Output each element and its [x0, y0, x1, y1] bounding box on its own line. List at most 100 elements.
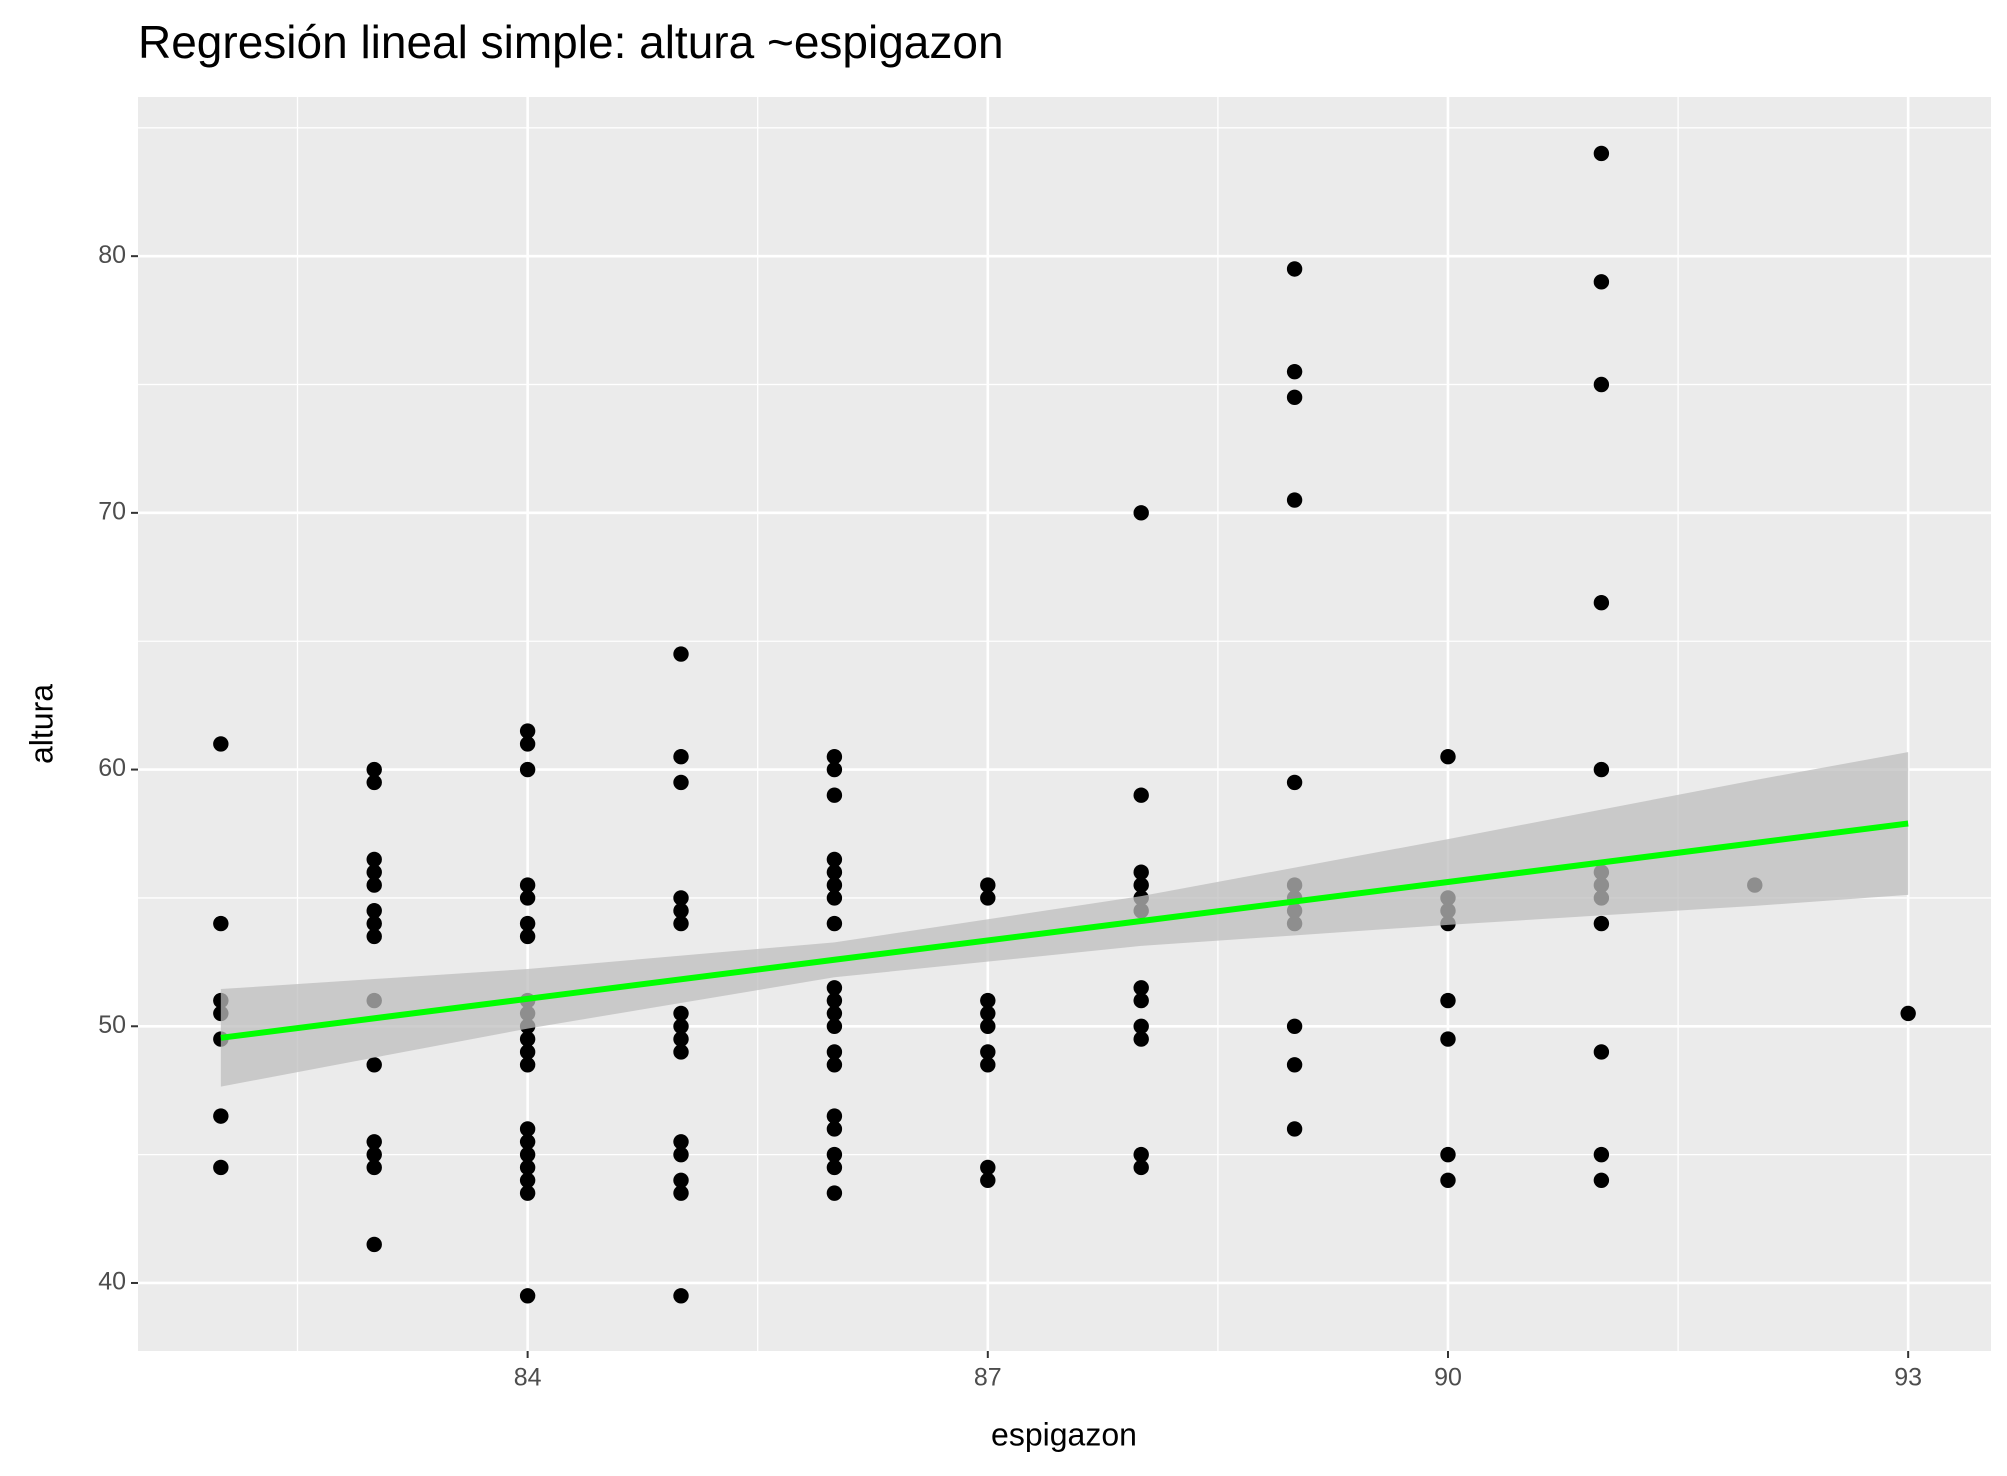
- chart-title: Regresión lineal simple: altura ~espigaz…: [138, 16, 1004, 68]
- point: [1900, 1005, 1916, 1022]
- point: [519, 1031, 536, 1047]
- y-tick-label: 60: [98, 754, 126, 782]
- point: [1286, 1121, 1303, 1137]
- point: [980, 1172, 996, 1188]
- point: [826, 749, 843, 765]
- x-tick-label: 93: [1894, 1364, 1922, 1392]
- point: [673, 646, 689, 662]
- y-axis-title: altura: [23, 684, 59, 764]
- point: [519, 1134, 536, 1150]
- point: [1286, 774, 1303, 791]
- point: [826, 992, 843, 1009]
- point: [366, 1159, 382, 1176]
- point: [673, 915, 689, 932]
- point: [826, 1185, 843, 1201]
- point: [519, 1288, 536, 1304]
- point: [980, 877, 996, 893]
- point: [1593, 1044, 1610, 1060]
- point: [826, 890, 843, 906]
- y-tick-label: 80: [98, 241, 126, 269]
- point: [826, 1044, 843, 1060]
- point: [1286, 363, 1303, 380]
- point: [1440, 992, 1456, 1009]
- point: [1133, 1018, 1149, 1034]
- point: [826, 1159, 843, 1176]
- point: [366, 1057, 382, 1073]
- point: [1133, 992, 1149, 1009]
- y-tick-label: 50: [98, 1011, 126, 1039]
- point: [1593, 274, 1610, 290]
- point: [673, 890, 689, 906]
- point: [673, 1044, 689, 1060]
- point: [1593, 1172, 1610, 1188]
- point: [1133, 505, 1149, 521]
- point: [1440, 749, 1456, 765]
- point: [519, 1121, 536, 1137]
- point: [1133, 1031, 1149, 1047]
- point: [826, 1146, 843, 1163]
- point: [673, 1288, 689, 1304]
- point: [366, 1236, 382, 1253]
- point: [366, 877, 382, 893]
- point: [826, 761, 843, 778]
- point: [213, 1159, 229, 1176]
- point: [1593, 376, 1610, 393]
- point: [1133, 1146, 1149, 1163]
- point: [519, 928, 536, 945]
- point: [366, 903, 382, 919]
- point: [673, 1134, 689, 1150]
- point: [826, 1057, 843, 1073]
- point: [519, 915, 536, 932]
- point: [1440, 1146, 1456, 1163]
- point: [366, 761, 382, 778]
- point: [980, 1159, 996, 1176]
- point: [366, 928, 382, 945]
- x-tick-label: 87: [974, 1364, 1002, 1392]
- point: [366, 1134, 382, 1150]
- point: [1593, 1146, 1610, 1163]
- point: [366, 915, 382, 932]
- point: [1593, 595, 1610, 611]
- point: [1133, 877, 1149, 893]
- point: [1286, 1018, 1303, 1034]
- point: [1133, 980, 1149, 996]
- point: [1133, 864, 1149, 880]
- point: [519, 1057, 536, 1073]
- point: [1593, 761, 1610, 778]
- y-tick-label: 40: [98, 1268, 126, 1296]
- point: [826, 1018, 843, 1034]
- point: [673, 774, 689, 791]
- point: [980, 1018, 996, 1034]
- point: [519, 877, 536, 893]
- point: [519, 1159, 536, 1176]
- point: [1440, 1172, 1456, 1188]
- point: [826, 877, 843, 893]
- point: [826, 1121, 843, 1137]
- point: [826, 980, 843, 996]
- point: [673, 1146, 689, 1163]
- point: [1286, 1057, 1303, 1073]
- point: [826, 851, 843, 868]
- point: [1593, 145, 1610, 162]
- point: [519, 736, 536, 752]
- point: [1133, 787, 1149, 803]
- point: [980, 1044, 996, 1060]
- point: [213, 1108, 229, 1124]
- point: [673, 1185, 689, 1201]
- point: [1286, 492, 1303, 508]
- x-tick-label: 90: [1434, 1364, 1462, 1392]
- point: [673, 1172, 689, 1188]
- point: [213, 915, 229, 932]
- point: [1440, 1031, 1456, 1047]
- point: [519, 1185, 536, 1201]
- plot-panel: [138, 97, 1991, 1351]
- point: [673, 749, 689, 765]
- point: [1286, 389, 1303, 406]
- point: [673, 1018, 689, 1034]
- point: [1286, 261, 1303, 277]
- point: [673, 1005, 689, 1022]
- point: [519, 1044, 536, 1060]
- point: [1133, 1159, 1149, 1176]
- point: [673, 903, 689, 919]
